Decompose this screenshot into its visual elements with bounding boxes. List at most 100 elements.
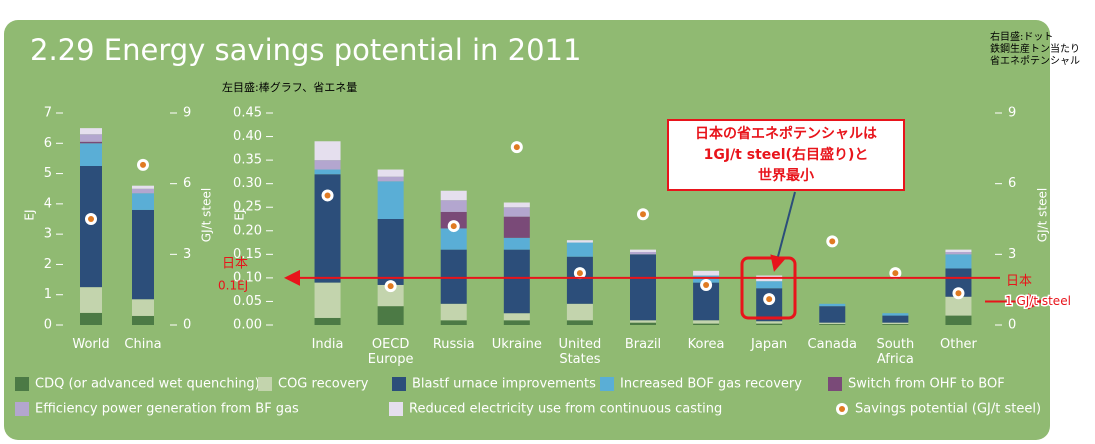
bar-segment bbox=[566, 256, 593, 304]
bar-segment bbox=[440, 249, 467, 304]
y2-tick-label: 0 bbox=[1008, 318, 1016, 333]
bar-segment bbox=[132, 315, 154, 325]
bar-segment bbox=[566, 242, 593, 257]
y2-axis-title: GJ/t steel bbox=[1036, 188, 1050, 242]
right-note: 鉄鋼生産トン当たり bbox=[990, 42, 1080, 55]
bar-segment bbox=[882, 324, 909, 325]
bar-segment bbox=[566, 320, 593, 325]
bar-segment bbox=[377, 169, 404, 177]
y-tick-label: 0.25 bbox=[233, 200, 262, 215]
bar-segment bbox=[630, 322, 656, 325]
right-note: 右目盛:ドット bbox=[990, 30, 1053, 43]
japan-highlight bbox=[740, 256, 797, 320]
bar-segment bbox=[503, 320, 530, 325]
y2-axis-title: GJ/t steel bbox=[200, 188, 214, 242]
legend-swatch bbox=[258, 377, 272, 391]
bar-segment bbox=[503, 237, 530, 250]
bar-segment bbox=[503, 207, 530, 217]
japan-gj-label: 日本 bbox=[1006, 274, 1032, 289]
savings-dot-center bbox=[513, 144, 520, 151]
callout-text: 1GJ/t steel(右目盛り)と bbox=[704, 146, 869, 163]
bar-segment bbox=[756, 321, 783, 324]
bar-segment bbox=[132, 299, 154, 316]
savings-dot-center bbox=[640, 211, 646, 218]
x-tick-label: Other bbox=[939, 337, 977, 352]
right-note: 省エネポテンシャル bbox=[990, 54, 1080, 67]
bar-segment bbox=[693, 320, 720, 324]
y-tick-label: 0.05 bbox=[233, 294, 262, 309]
x-tick-label: China bbox=[124, 337, 162, 352]
x-tick-label: Ukraine bbox=[491, 337, 542, 352]
chart-title: 2.29 Energy savings potential in 2011 bbox=[30, 33, 581, 67]
bar-segment bbox=[503, 202, 530, 208]
y-tick-label: 3 bbox=[44, 227, 52, 242]
y-axis-title: EJ bbox=[23, 209, 37, 220]
x-tick-label: OECD Europe bbox=[367, 337, 414, 367]
bar-segment bbox=[80, 141, 102, 144]
savings-dot-center bbox=[955, 290, 962, 297]
savings-dot-center bbox=[766, 296, 773, 303]
bar-segment bbox=[314, 169, 341, 175]
y-tick-label: 0.30 bbox=[233, 176, 262, 191]
callout-text: 世界最小 bbox=[758, 167, 814, 184]
bar-segment bbox=[377, 181, 404, 219]
callout-box bbox=[667, 119, 905, 191]
bar-segment bbox=[693, 323, 720, 325]
bar-segment bbox=[80, 312, 102, 325]
bar-segment bbox=[945, 254, 972, 269]
y-tick-label: 0.45 bbox=[233, 106, 262, 121]
bar-segment bbox=[945, 251, 972, 255]
savings-dot-center bbox=[829, 238, 836, 245]
bar-segment bbox=[440, 190, 467, 201]
y2-tick-label: 9 bbox=[183, 106, 191, 121]
bar-segment bbox=[314, 160, 341, 170]
x-tick-label: India bbox=[311, 337, 344, 352]
bar-segment bbox=[440, 320, 467, 325]
legend-swatch bbox=[389, 402, 403, 416]
legend-label: Savings potential (GJ/t steel) bbox=[855, 402, 1041, 417]
left-note: 左目盛:棒グラフ、省エネ量 bbox=[222, 80, 357, 94]
y2-tick-label: 0 bbox=[183, 318, 191, 333]
bar-segment bbox=[80, 128, 102, 135]
x-tick-label: Korea bbox=[687, 337, 725, 352]
callout-text: 日本の省エネポテンシャルは bbox=[695, 125, 877, 142]
bar-segment bbox=[945, 249, 972, 252]
bar-segment bbox=[503, 216, 530, 238]
y-tick-label: 7 bbox=[44, 106, 52, 121]
legend-swatch bbox=[15, 377, 29, 391]
bar-segment bbox=[693, 270, 720, 276]
y2-tick-label: 3 bbox=[1008, 247, 1016, 262]
japan-ej-label: 日本 bbox=[222, 256, 248, 271]
bar-segment bbox=[80, 134, 102, 142]
legend-swatch bbox=[839, 406, 845, 412]
y-tick-label: 4 bbox=[44, 196, 52, 211]
bar-segment bbox=[819, 303, 846, 307]
x-tick-label: Canada bbox=[807, 337, 857, 352]
y-tick-label: 0.15 bbox=[233, 247, 262, 262]
bar-segment bbox=[314, 141, 341, 161]
y-axis-title: EJ bbox=[233, 209, 247, 220]
bar-segment bbox=[377, 176, 404, 182]
y2-tick-label: 9 bbox=[1008, 106, 1016, 121]
savings-dot-center bbox=[88, 216, 94, 222]
bar-segment bbox=[819, 322, 846, 325]
bar-segment bbox=[882, 315, 909, 323]
bar-segment bbox=[503, 313, 530, 321]
bar-segment bbox=[945, 315, 972, 325]
bar-segment bbox=[503, 249, 530, 314]
bar-segment bbox=[440, 303, 467, 321]
bar-segment bbox=[945, 296, 972, 316]
legend-label: COG recovery bbox=[278, 377, 369, 392]
bar-segment bbox=[630, 249, 656, 252]
bar-segment bbox=[756, 281, 783, 289]
bar-segment bbox=[630, 320, 656, 323]
bar-segment bbox=[377, 219, 404, 285]
y-tick-label: 1 bbox=[44, 287, 52, 302]
y-tick-label: 0 bbox=[44, 318, 52, 333]
bar-segment bbox=[80, 143, 102, 166]
bar-segment bbox=[440, 200, 467, 212]
savings-dot-center bbox=[892, 270, 899, 277]
legend-swatch bbox=[600, 377, 614, 391]
